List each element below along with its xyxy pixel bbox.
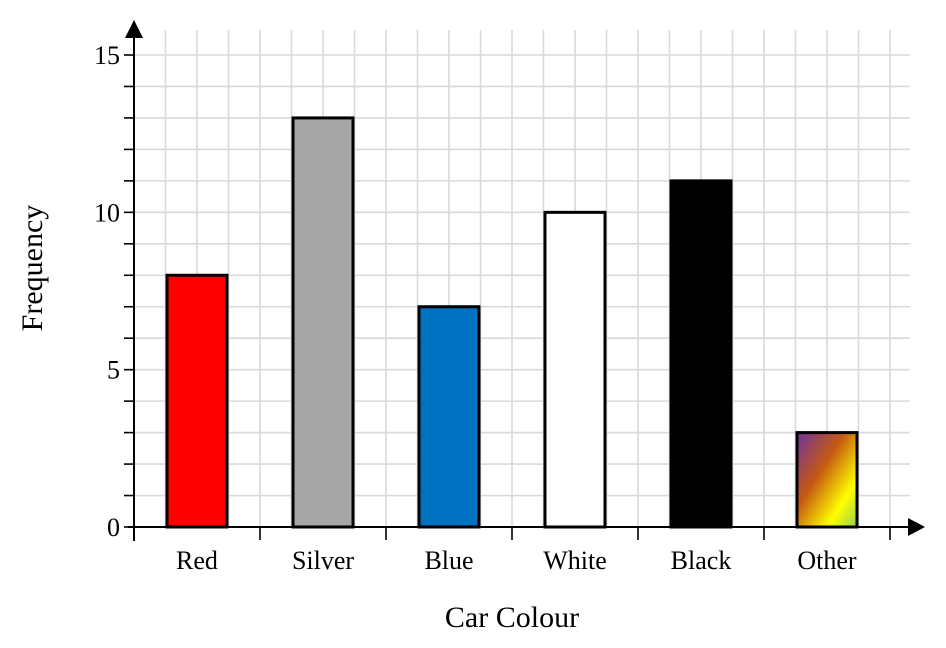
y-tick-label: 15 — [94, 41, 120, 70]
bar-black — [669, 179, 733, 529]
axes-group — [124, 20, 925, 541]
x-category-label: Blue — [424, 546, 473, 575]
x-category-label: Red — [176, 546, 218, 575]
x-category-label: White — [543, 546, 607, 575]
y-tick-label: 0 — [107, 513, 120, 542]
bar-silver — [291, 116, 355, 529]
bar-red — [165, 273, 229, 529]
x-axis-title: Car Colour — [445, 601, 579, 634]
y-tick-label: 5 — [107, 356, 120, 385]
x-category-label: Black — [671, 546, 732, 575]
bar-blue — [417, 305, 481, 529]
x-category-label: Other — [797, 546, 857, 575]
bars-group — [165, 116, 859, 529]
bar-other — [795, 431, 859, 529]
bar-white — [543, 210, 607, 529]
labels-group: 0 5 10 15 Red Silver Blue White Black Other — [94, 41, 857, 575]
grid-lines — [134, 30, 910, 528]
y-axis-title: Frequency — [16, 205, 49, 332]
x-category-label: Silver — [292, 546, 354, 575]
y-axis-arrow-icon — [125, 20, 143, 38]
x-axis-arrow-icon — [908, 518, 925, 536]
y-tick-label: 10 — [94, 198, 120, 227]
